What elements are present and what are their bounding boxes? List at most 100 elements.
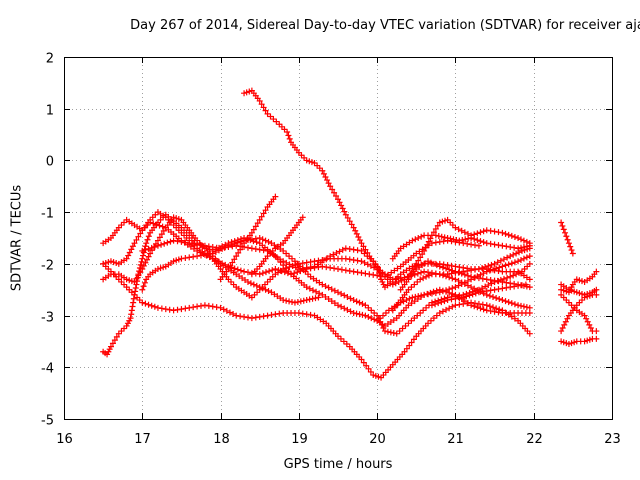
data-point-marker — [475, 289, 482, 296]
data-point-marker — [518, 247, 525, 254]
data-point-marker — [354, 257, 361, 264]
data-point-marker — [154, 237, 161, 244]
data-point-marker — [151, 243, 158, 250]
data-point-marker — [586, 292, 593, 299]
data-point-marker — [309, 287, 316, 294]
data-point-marker — [441, 298, 448, 305]
x-tick-label: 19 — [291, 432, 308, 447]
data-point-marker — [479, 264, 486, 271]
data-point-marker — [571, 288, 578, 295]
data-point-marker — [430, 229, 437, 236]
data-point-marker — [190, 253, 197, 260]
data-point-marker — [268, 311, 275, 318]
data-point-marker — [523, 243, 530, 250]
data-point-marker — [288, 271, 295, 278]
data-point-marker — [452, 295, 459, 302]
data-point-marker — [460, 268, 467, 275]
data-point-marker — [303, 284, 310, 291]
data-point-marker — [262, 207, 269, 214]
data-point-marker — [415, 257, 422, 264]
data-point-marker — [331, 287, 338, 294]
data-point-marker — [472, 300, 478, 307]
data-point-marker — [488, 261, 495, 268]
data-point-marker — [573, 276, 580, 283]
data-point-marker — [499, 278, 506, 285]
data-point-marker — [170, 258, 177, 265]
data-point-marker — [462, 236, 469, 243]
data-point-marker — [389, 281, 396, 288]
data-point-marker — [350, 246, 357, 253]
data-point-marker — [491, 308, 498, 315]
data-point-marker — [520, 237, 527, 244]
data-point-marker — [231, 265, 238, 272]
data-point-marker — [132, 288, 139, 295]
data-point-marker — [145, 253, 152, 260]
x-tick-label: 16 — [56, 432, 73, 447]
data-point-marker — [558, 328, 565, 335]
data-point-marker — [258, 213, 265, 220]
data-point-marker — [380, 324, 387, 331]
data-point-marker — [433, 262, 440, 269]
data-point-marker — [144, 236, 151, 243]
data-point-marker — [141, 279, 148, 286]
data-point-marker — [128, 278, 135, 285]
data-point-marker — [491, 241, 498, 248]
data-point-marker — [464, 300, 471, 307]
data-point-marker — [315, 264, 322, 271]
data-point-marker — [194, 253, 201, 260]
data-point-marker — [384, 328, 391, 335]
data-point-marker — [526, 284, 533, 291]
data-point-marker — [446, 266, 453, 273]
data-point-marker — [140, 283, 147, 290]
data-point-marker — [283, 259, 290, 266]
series-track-g — [100, 209, 533, 311]
data-point-marker — [102, 259, 109, 266]
data-point-marker — [368, 315, 375, 322]
data-point-marker — [272, 266, 279, 273]
data-point-marker — [264, 312, 271, 319]
data-point-marker — [510, 272, 517, 279]
data-point-marker — [377, 267, 384, 274]
data-point-marker — [499, 263, 506, 270]
data-point-marker — [517, 236, 524, 243]
data-point-marker — [460, 300, 467, 307]
data-point-marker — [449, 275, 456, 282]
data-point-marker — [526, 253, 533, 260]
data-point-marker — [449, 290, 456, 297]
data-point-marker — [415, 293, 422, 300]
data-point-marker — [583, 315, 590, 322]
data-point-marker — [299, 214, 306, 221]
data-point-marker — [436, 289, 443, 296]
data-point-marker — [129, 303, 136, 310]
x-tick-label: 21 — [447, 432, 464, 447]
data-point-marker — [316, 290, 323, 297]
data-point-marker — [123, 276, 130, 283]
data-point-marker — [479, 288, 486, 295]
data-point-marker — [139, 299, 146, 306]
data-point-marker — [495, 242, 502, 249]
data-point-marker — [300, 297, 307, 304]
data-point-marker — [353, 298, 360, 305]
series-track-j — [248, 214, 306, 278]
data-point-marker — [250, 281, 257, 288]
data-point-marker — [186, 304, 193, 311]
data-point-marker — [324, 177, 331, 184]
data-point-marker — [156, 234, 163, 241]
data-point-marker — [472, 242, 478, 249]
data-point-marker — [260, 313, 267, 320]
data-point-marker — [495, 278, 502, 285]
data-point-marker — [342, 255, 349, 262]
data-point-marker — [370, 372, 377, 379]
data-point-marker — [518, 282, 525, 289]
data-point-marker — [392, 280, 399, 287]
data-point-marker — [244, 244, 251, 251]
data-point-marker — [468, 284, 475, 291]
data-point-marker — [226, 309, 233, 316]
data-point-marker — [428, 290, 435, 297]
data-point-marker — [295, 260, 302, 267]
data-point-marker — [338, 290, 345, 297]
data-point-marker — [409, 294, 416, 301]
data-point-marker — [483, 307, 490, 314]
data-point-marker — [413, 260, 420, 267]
data-point-marker — [331, 300, 338, 307]
